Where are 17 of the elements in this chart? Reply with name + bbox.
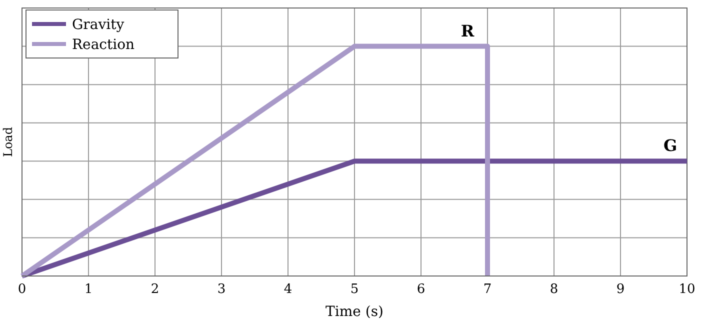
x-tick-label: 9 (616, 282, 625, 298)
annotation: G (664, 136, 678, 156)
legend-label: Gravity (72, 17, 124, 33)
x-axis-title: Time (s) (326, 304, 384, 320)
annotation: R (460, 21, 475, 40)
x-tick-label: 8 (550, 282, 558, 298)
x-tick-label: 4 (284, 282, 292, 298)
x-tick-label: 7 (483, 282, 492, 298)
x-tick-label: 6 (416, 282, 426, 298)
x-tick-label: 3 (217, 282, 226, 298)
x-tick-label: 0 (18, 282, 26, 298)
y-axis-title: Load (1, 126, 15, 158)
x-tick-label: 2 (150, 282, 160, 298)
x-tick-label: 1 (84, 282, 93, 298)
x-tick-label: 5 (350, 282, 359, 298)
legend-label: Reaction (72, 37, 135, 53)
x-tick-label: 10 (678, 282, 696, 298)
